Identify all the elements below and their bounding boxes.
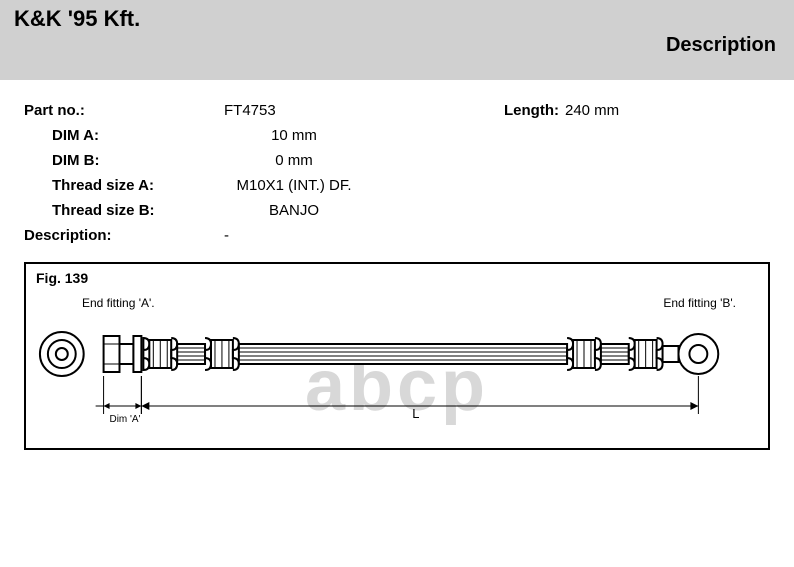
crimp-3-icon bbox=[567, 338, 601, 370]
specifications-block: Part no.: FT4753 Length: 240 mm DIM A: 1… bbox=[0, 80, 794, 254]
figure-title: Fig. 139 bbox=[36, 270, 88, 286]
end-fitting-b-label: End fitting 'B'. bbox=[663, 296, 736, 310]
fitting-a-face-icon bbox=[40, 332, 84, 376]
crimp-2-icon bbox=[205, 338, 239, 370]
length-text: L bbox=[412, 406, 419, 421]
figure-box: Fig. 139 End fitting 'A'. End fitting 'B… bbox=[24, 262, 770, 450]
thread-b-value: BANJO bbox=[184, 202, 404, 219]
thread-b-label: Thread size B: bbox=[24, 202, 184, 219]
header-bar: K&K '95 Kft. Description bbox=[0, 0, 794, 80]
end-fitting-a-label: End fitting 'A'. bbox=[82, 296, 155, 310]
dim-a-value: 10 mm bbox=[184, 127, 404, 144]
dimension-length: L bbox=[141, 376, 698, 421]
thread-a-label: Thread size A: bbox=[24, 177, 184, 194]
dim-b-label: DIM B: bbox=[24, 152, 184, 169]
dim-b-row: DIM B: 0 mm bbox=[24, 148, 770, 173]
hose-diagram: Dim 'A' L bbox=[26, 314, 768, 444]
hose-segment-1 bbox=[177, 344, 205, 364]
hose-segment-2 bbox=[601, 344, 629, 364]
description-row: Description: - bbox=[24, 223, 770, 248]
dim-a-text: Dim 'A' bbox=[110, 414, 141, 425]
company-name: K&K '95 Kft. bbox=[14, 6, 780, 32]
description-label: Description: bbox=[24, 227, 184, 244]
fitting-a-side-icon bbox=[104, 336, 142, 372]
part-no-row: Part no.: FT4753 Length: 240 mm bbox=[24, 98, 770, 123]
fitting-b-banjo-icon bbox=[663, 334, 719, 374]
thread-a-row: Thread size A: M10X1 (INT.) DF. bbox=[24, 173, 770, 198]
thread-b-row: Thread size B: BANJO bbox=[24, 198, 770, 223]
hose-long bbox=[239, 344, 567, 364]
length-value: 240 mm bbox=[565, 102, 619, 119]
dim-b-value: 0 mm bbox=[184, 152, 404, 169]
crimp-1-icon bbox=[143, 338, 177, 370]
length-label: Length: bbox=[504, 102, 559, 119]
header-description-label: Description bbox=[666, 34, 776, 57]
dim-a-label: DIM A: bbox=[24, 127, 184, 144]
crimp-4-icon bbox=[629, 338, 663, 370]
description-value: - bbox=[184, 227, 229, 244]
dim-a-row: DIM A: 10 mm bbox=[24, 123, 770, 148]
part-no-value: FT4753 bbox=[184, 102, 404, 119]
part-no-label: Part no.: bbox=[24, 102, 184, 119]
length-group: Length: 240 mm bbox=[504, 102, 619, 119]
thread-a-value: M10X1 (INT.) DF. bbox=[184, 177, 404, 194]
